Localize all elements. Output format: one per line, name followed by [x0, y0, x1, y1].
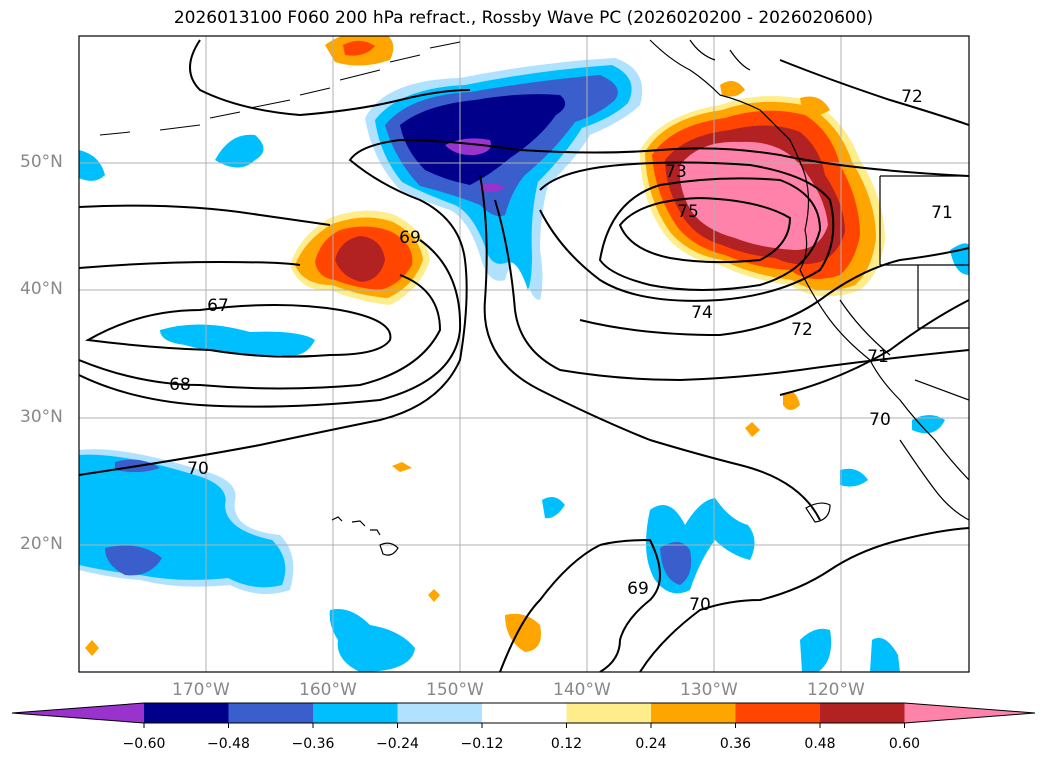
- colorbar-extend-low: [12, 703, 144, 723]
- lon-label-140w: 140°W: [553, 680, 611, 700]
- colorbar-segment: [566, 703, 651, 723]
- contour-73: [539, 161, 835, 302]
- positive-anomaly-region: [720, 81, 830, 115]
- colorbar-segment: [313, 703, 398, 723]
- colorbar-tick-label: 0.12: [550, 736, 583, 752]
- colorbar: [11, 702, 1036, 728]
- contour-74: [598, 177, 822, 291]
- contour-71: [779, 299, 969, 396]
- colorbar-tick-label: 0.48: [804, 736, 836, 752]
- contour-label-74: 74: [691, 303, 713, 323]
- negative-anomaly-region: [912, 415, 945, 434]
- colorbar-tick-label: −0.12: [460, 736, 504, 752]
- colorbar-tick-label: −0.24: [376, 736, 419, 752]
- contour-labels: 67 68 69 70 71 72 73 74 75 69 70 70 71 7…: [169, 87, 953, 615]
- colorbar-segment: [820, 703, 905, 723]
- contour-67: [84, 304, 392, 358]
- contour-label-70-south: 70: [689, 595, 711, 615]
- contour-70: [79, 138, 969, 476]
- contour-label-67: 67: [207, 296, 229, 316]
- lat-label-20n: 20°N: [20, 534, 63, 554]
- lon-label-150w: 150°W: [426, 680, 484, 700]
- contour-far-sw: [189, 39, 471, 117]
- colorbar-tick-label: 0.60: [888, 736, 921, 752]
- map-title: 2026013100 F060 200 hPa refract., Rossby…: [173, 8, 874, 28]
- positive-anomaly-region: [679, 141, 828, 250]
- negative-anomaly-region: [800, 628, 900, 672]
- map-gridlines: [79, 36, 969, 672]
- negative-anomaly-region: [660, 541, 692, 585]
- contour-label-71: 71: [867, 347, 889, 367]
- contour-label-70: 70: [187, 459, 209, 479]
- contour-label-71-east: 71: [931, 203, 953, 223]
- hawaii-islands: [331, 516, 399, 556]
- positive-anomaly-region: [505, 613, 541, 652]
- contour-label-69: 69: [399, 228, 421, 248]
- colorbar-segment: [144, 703, 229, 723]
- colorbar-tick-label: −0.36: [291, 736, 335, 752]
- colorbar-tick-label: 0.36: [719, 736, 752, 752]
- colorbar-segment: [482, 703, 567, 723]
- aleutian-coast: [99, 41, 461, 136]
- contour-69: [79, 204, 462, 408]
- contour-label-70-east: 70: [869, 410, 891, 430]
- colorbar-tick-label: 0.24: [635, 736, 667, 752]
- isotach-contours: [79, 39, 969, 672]
- contour-label-69-south: 69: [627, 579, 649, 599]
- negative-anomaly-region: [542, 496, 565, 519]
- colorbar-segment: [651, 703, 736, 723]
- positive-anomaly-region: [783, 391, 800, 410]
- coastlines: [649, 39, 969, 523]
- positive-anomaly-region: [335, 236, 385, 282]
- negative-anomaly-region: [105, 459, 162, 576]
- map-frame: [78, 35, 970, 673]
- contour-label-72-north: 72: [901, 87, 923, 107]
- contour-75: [618, 196, 792, 264]
- contour-label-68: 68: [169, 375, 191, 395]
- contour-label-73: 73: [665, 162, 687, 182]
- colorbar-tick-label: −0.60: [122, 736, 166, 752]
- contour-label-72: 72: [791, 320, 813, 340]
- contour-south-70: [639, 527, 969, 672]
- negative-anomaly-region: [79, 454, 286, 588]
- lat-label-40n: 40°N: [20, 279, 63, 299]
- contour-label-75: 75: [677, 202, 699, 222]
- filled-anomaly-layer: [79, 36, 969, 672]
- positive-anomaly-region: [343, 40, 375, 56]
- contour-69b: [479, 174, 821, 521]
- contour-68: [79, 260, 442, 390]
- colorbar-segment: [397, 703, 482, 723]
- negative-anomaly-region: [329, 609, 415, 672]
- colorbar-tick-label: −0.48: [207, 736, 250, 752]
- contour-south-69: [499, 538, 661, 672]
- lon-label-120w: 120°W: [807, 680, 865, 700]
- colorbar-segment: [228, 703, 313, 723]
- lon-label-130w: 130°W: [680, 680, 738, 700]
- lon-label-160w: 160°W: [299, 680, 357, 700]
- colorbar-extend-high: [904, 703, 1035, 723]
- negative-anomaly-region: [840, 468, 868, 487]
- negative-anomaly-region: [215, 134, 264, 168]
- contour-70b: [494, 199, 969, 382]
- contour-72: [579, 59, 969, 337]
- lat-label-50n: 50°N: [20, 152, 63, 172]
- negative-anomaly-region: [160, 324, 315, 356]
- lat-label-30n: 30°N: [20, 407, 63, 427]
- lon-label-170w: 170°W: [172, 680, 230, 700]
- colorbar-segment: [735, 703, 820, 723]
- negative-anomaly-region: [646, 498, 755, 594]
- negative-anomaly-region: [79, 150, 105, 181]
